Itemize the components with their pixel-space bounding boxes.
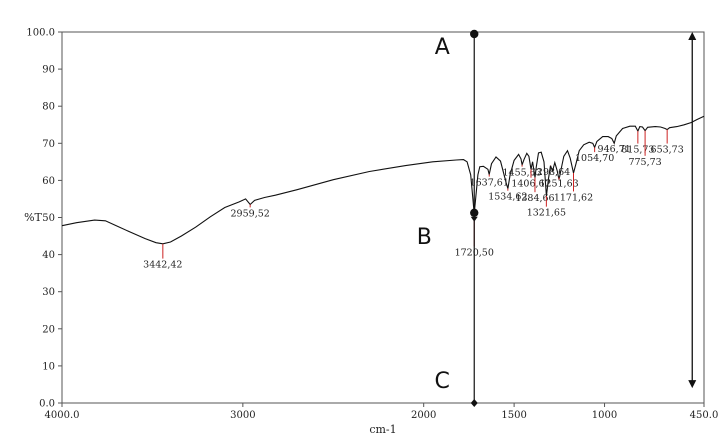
y-tick-label: 50 <box>42 213 55 224</box>
peak-label: 1455,63 <box>502 168 541 179</box>
marker-c-label: C <box>435 369 450 394</box>
peak-label: 1251,63 <box>539 178 578 189</box>
x-tick-label: 450.0 <box>690 410 719 421</box>
peak-label: 653,73 <box>651 145 684 156</box>
x-axis-label: cm-1 <box>369 423 396 436</box>
peak-label: 1534,62 <box>488 192 527 203</box>
peak-label: 2959,52 <box>231 208 270 219</box>
y-tick-label: 10 <box>42 361 55 372</box>
peak-label: 775,73 <box>628 157 661 168</box>
peak-label: 1171,62 <box>554 192 593 203</box>
peak-annotations: 3442,422959,521720,501637,611534,621455,… <box>143 129 684 271</box>
x-tick-label: 4000.0 <box>45 410 80 421</box>
marker-a-label: A <box>435 35 450 60</box>
x-tick-label: 2000 <box>411 410 436 421</box>
peak-label: 815,73 <box>621 145 654 156</box>
y-tick-label: 0.0 <box>39 399 55 410</box>
marker-a-dot <box>470 29 479 39</box>
plot-frame <box>61 31 705 404</box>
y-tick-label: 80 <box>42 102 55 113</box>
peak-label: 946,71 <box>598 144 631 155</box>
marker-b-arrowhead <box>470 216 478 222</box>
y-tick-label: 20 <box>42 324 55 335</box>
y-tick-label: 90 <box>42 65 55 76</box>
y-tick-label: 40 <box>42 250 55 261</box>
peak-label: 1298,64 <box>531 167 570 178</box>
peak-label: 1637,61 <box>470 178 509 189</box>
y-tick-label: 70 <box>42 139 55 150</box>
peak-label: 1321,65 <box>527 208 566 219</box>
marker-b-dot <box>470 208 479 217</box>
peak-label: 1406,67 <box>511 179 550 190</box>
y-tick-label: 30 <box>42 287 55 298</box>
y-tick-label: 100.0 <box>26 28 55 39</box>
x-axis-ticks: 4000.0 3000 2000 1500 1000 450.0 <box>45 403 719 421</box>
marker-c-diamond <box>470 399 478 407</box>
peak-label: 1054,70 <box>575 153 614 164</box>
y-axis-label: %T <box>24 211 42 224</box>
x-tick-label: 1000 <box>592 410 617 421</box>
marker-b-label: B <box>417 225 432 250</box>
y-axis-ticks: 0.0 10 20 30 40 50 60 70 80 90 100.0 <box>26 28 62 410</box>
range-arrow-head-bottom <box>688 380 697 389</box>
peak-label: 1384,66 <box>515 193 554 204</box>
abc-annotation-markers: A B C <box>417 29 697 407</box>
y-tick-label: 60 <box>42 176 55 187</box>
range-arrow-head-top <box>688 32 697 40</box>
x-tick-label: 3000 <box>230 410 255 421</box>
spectrum-line <box>61 115 705 245</box>
x-tick-label: 1500 <box>501 410 526 421</box>
peak-label: 3442,42 <box>143 260 182 271</box>
